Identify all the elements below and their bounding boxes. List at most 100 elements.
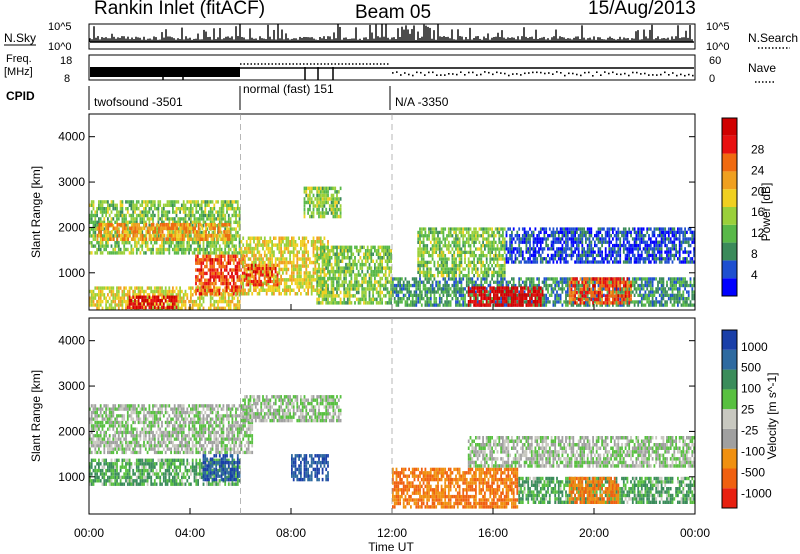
heatmap-cell <box>231 275 233 279</box>
heatmap-cell <box>269 240 272 244</box>
heatmap-cell <box>105 200 107 204</box>
heatmap-cell <box>256 243 259 247</box>
heatmap-cell <box>664 293 667 297</box>
heatmap-cell <box>112 234 115 238</box>
heatmap-cell <box>110 289 113 294</box>
heatmap-cell <box>263 236 266 240</box>
heatmap-cell <box>199 227 201 231</box>
heatmap-cell <box>355 245 358 250</box>
heatmap-cell <box>213 203 216 207</box>
heatmap-cell <box>127 233 130 238</box>
heatmap-cell <box>343 266 346 270</box>
heatmap-cell <box>354 245 356 250</box>
heatmap-cell <box>435 290 438 294</box>
heatmap-cell <box>554 293 557 297</box>
heatmap-cell <box>337 252 340 256</box>
heatmap-cell <box>119 200 122 204</box>
heatmap-cell <box>110 200 113 204</box>
heatmap-cell <box>689 303 692 307</box>
heatmap-cell <box>198 268 201 272</box>
heatmap-cell <box>332 273 335 277</box>
heatmap-cell <box>395 283 398 288</box>
heatmap-cell <box>200 271 203 276</box>
heatmap-cell <box>379 252 382 256</box>
heatmap-cell <box>197 247 199 252</box>
heatmap-cell <box>202 306 205 310</box>
heatmap-cell <box>583 303 585 307</box>
heatmap-cell <box>213 268 215 272</box>
heatmap-cell <box>218 254 221 258</box>
heatmap-cell <box>655 297 658 301</box>
heatmap-cell <box>633 303 636 307</box>
heatmap-cell <box>565 290 567 294</box>
heatmap-cell <box>300 240 302 244</box>
heatmap-cell <box>130 306 133 310</box>
heatmap-cell <box>244 274 246 279</box>
heatmap-cell <box>116 244 118 248</box>
heatmap-cell <box>260 260 263 265</box>
heatmap-cell <box>278 260 281 265</box>
nsky-label: N.Sky <box>4 31 36 45</box>
heatmap-cell <box>518 283 521 288</box>
heatmap-cell <box>161 207 163 211</box>
heatmap-cell <box>570 300 573 304</box>
heatmap-cell <box>168 303 171 307</box>
heatmap-cell <box>139 302 142 306</box>
heatmap-cell <box>565 277 567 281</box>
heatmap-cell <box>149 237 151 241</box>
nave-dot <box>528 72 530 74</box>
heatmap-cell <box>309 186 311 191</box>
heatmap-cell <box>321 301 324 305</box>
heatmap-cell <box>350 283 353 288</box>
heatmap-cell <box>119 296 122 300</box>
heatmap-cell <box>254 270 257 274</box>
heatmap-cell <box>112 226 115 231</box>
nave-dot <box>684 74 686 77</box>
heatmap-cell <box>231 254 233 258</box>
heatmap-cell <box>491 277 493 281</box>
heatmap-cell <box>381 262 383 267</box>
heatmap-cell <box>327 262 329 267</box>
heatmap-cell <box>323 288 326 292</box>
heatmap-cell <box>525 283 528 288</box>
heatmap-cell <box>208 251 210 255</box>
heatmap-cell <box>267 285 270 289</box>
heatmap-cell <box>677 287 679 291</box>
heatmap-cell <box>318 240 320 244</box>
heatmap-cell <box>143 234 145 238</box>
heatmap-cell <box>240 250 243 254</box>
heatmap-cell <box>121 200 124 204</box>
heatmap-cell <box>545 297 548 301</box>
heatmap-cell <box>323 204 326 208</box>
heatmap-cell <box>190 237 193 241</box>
heatmap-cell <box>195 200 198 204</box>
heatmap-cell <box>447 240 450 244</box>
heatmap-cell <box>148 247 151 252</box>
heatmap-cell <box>220 292 223 296</box>
heatmap-cell <box>401 300 403 304</box>
heatmap-cell <box>123 233 126 238</box>
heatmap-cell <box>633 277 636 281</box>
heatmap-cell <box>686 300 688 304</box>
heatmap-cell <box>181 207 183 211</box>
heatmap-cell <box>332 283 335 288</box>
heatmap-cell <box>583 297 585 301</box>
heatmap-cell <box>321 256 324 260</box>
heatmap-cell <box>422 257 425 261</box>
heatmap-cell <box>218 224 221 228</box>
heatmap-cell <box>153 207 156 211</box>
heatmap-cell <box>375 287 378 291</box>
heatmap-cell <box>152 293 154 297</box>
heatmap-cell <box>204 292 206 296</box>
heatmap-cell <box>301 240 304 244</box>
heatmap-cell <box>198 292 201 296</box>
heatmap-cell <box>449 244 452 248</box>
heatmap-cell <box>406 283 409 288</box>
heatmap-cell <box>682 283 685 288</box>
heatmap-cell <box>406 303 409 307</box>
heatmap-cell <box>153 234 156 238</box>
heatmap-cell <box>673 283 676 288</box>
heatmap-cell <box>121 237 124 241</box>
heatmap-cell <box>289 278 291 282</box>
heatmap-cell <box>323 271 326 275</box>
